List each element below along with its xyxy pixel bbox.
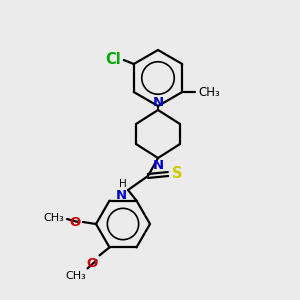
Text: S: S xyxy=(172,167,182,182)
Text: CH₃: CH₃ xyxy=(66,272,86,281)
Text: N: N xyxy=(152,159,164,172)
Text: CH₃: CH₃ xyxy=(43,213,64,223)
Text: N: N xyxy=(116,189,127,202)
Text: O: O xyxy=(86,257,98,270)
Text: CH₃: CH₃ xyxy=(198,85,220,98)
Text: H: H xyxy=(119,179,127,189)
Text: N: N xyxy=(152,96,164,109)
Text: O: O xyxy=(70,215,81,229)
Text: Cl: Cl xyxy=(105,52,121,67)
